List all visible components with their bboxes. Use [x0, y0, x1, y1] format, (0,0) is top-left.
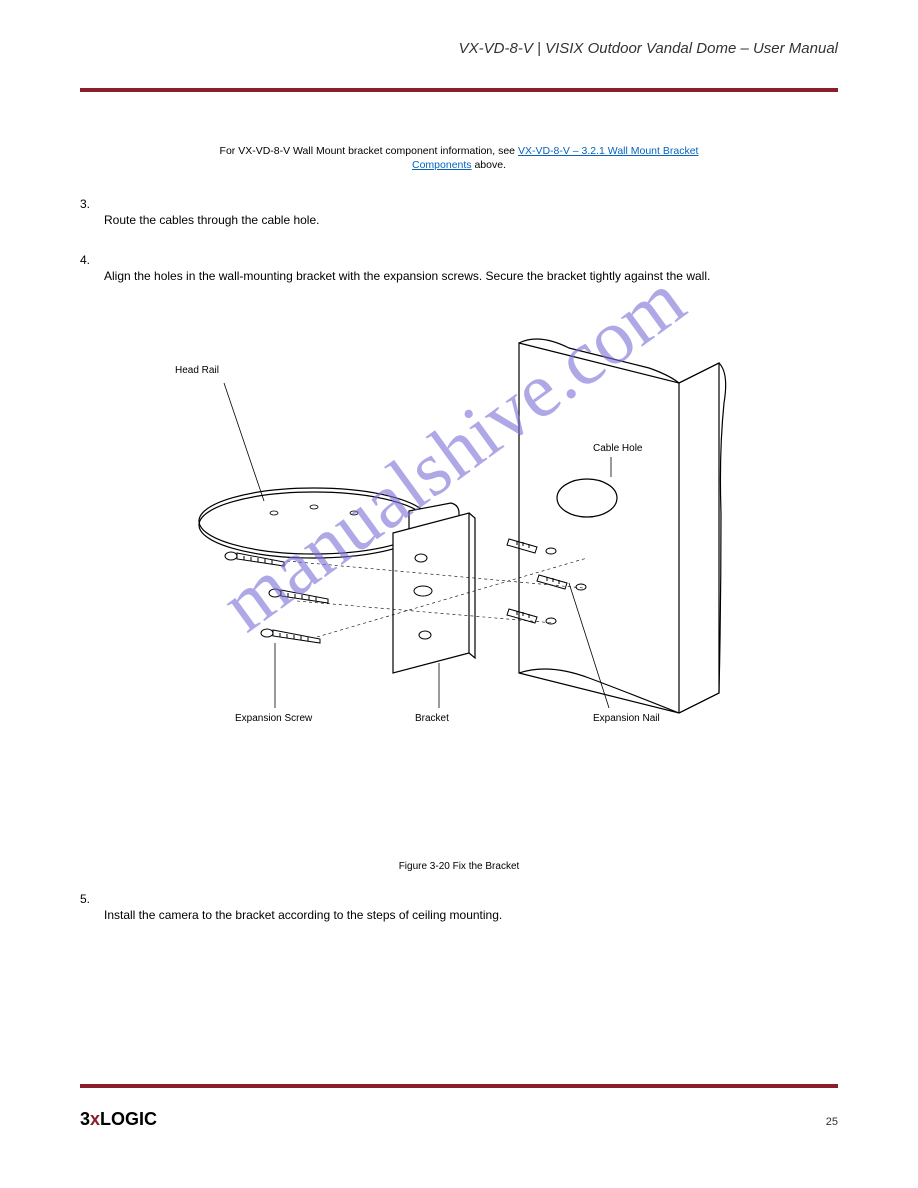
step-5-num: 5. [80, 892, 838, 906]
header-doc-type: – User Manual [740, 40, 838, 57]
bracket-diagram [139, 313, 779, 853]
title-link-cont[interactable]: Components [412, 159, 472, 171]
step-5-text: Install the camera to the bracket accord… [104, 908, 838, 922]
label-expansion-screw: Expansion Screw [235, 713, 312, 724]
header-divider [80, 88, 838, 92]
step-3-num: 3. [80, 197, 838, 211]
label-head-rail: Head Rail [175, 365, 219, 376]
header-banner: VX-VD-8-V | VISIX Outdoor Vandal Dome – … [459, 40, 838, 57]
logo-3: 3 [80, 1109, 90, 1129]
step-5: 5. Install the camera to the bracket acc… [80, 892, 838, 922]
step-4-num: 4. [80, 253, 838, 267]
label-expansion-nail: Expansion Nail [593, 713, 660, 724]
title-link[interactable]: VX-VD-8-V – 3.2.1 Wall Mount Bracket [518, 145, 699, 157]
step-3: 3. Route the cables through the cable ho… [80, 197, 838, 227]
diagram-container: Head Rail Cable Hole Expansion Nail Brac… [139, 313, 779, 853]
logo-x: x [90, 1109, 100, 1129]
step-3-text: Route the cables through the cable hole. [104, 213, 838, 227]
step-4: 4. Align the holes in the wall-mounting … [80, 253, 838, 283]
title-block: For VX-VD-8-V Wall Mount bracket compone… [80, 145, 838, 171]
footer-divider [80, 1084, 838, 1088]
title-post: above. [472, 159, 506, 171]
page-number: 25 [826, 1116, 838, 1128]
label-bracket: Bracket [415, 713, 449, 724]
figure-caption: Figure 3-20 Fix the Bracket [80, 861, 838, 872]
header-product: VX-VD-8-V | VISIX Outdoor Vandal Dome [459, 40, 737, 57]
step-4-text: Align the holes in the wall-mounting bra… [104, 269, 838, 283]
title-pretext: For VX-VD-8-V Wall Mount bracket compone… [220, 145, 515, 157]
logo-logic: LOGIC [100, 1109, 157, 1129]
label-cable-hole: Cable Hole [593, 443, 642, 454]
footer-logo: 3xLOGIC [80, 1109, 157, 1130]
